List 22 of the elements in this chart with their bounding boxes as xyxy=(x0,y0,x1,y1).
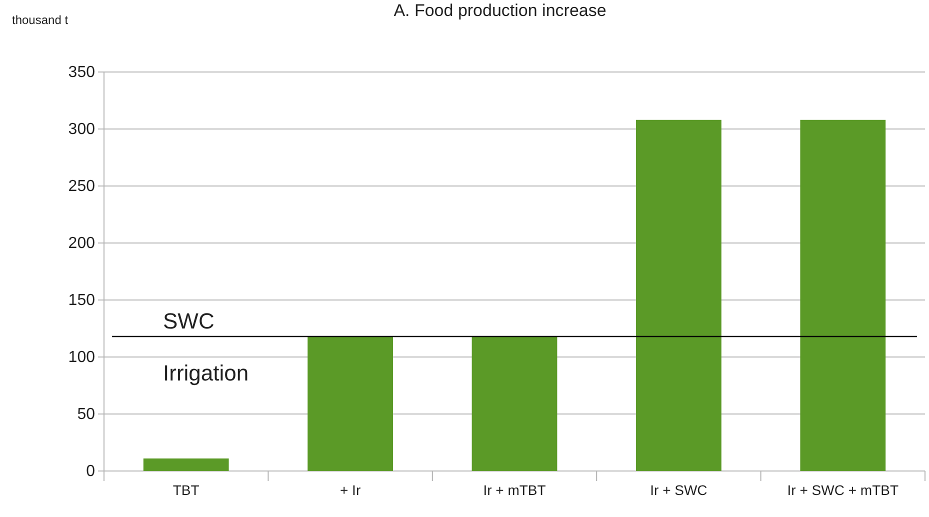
annotation: Irrigation xyxy=(163,360,249,386)
x-tick-label: TBT xyxy=(172,482,200,498)
bar xyxy=(143,458,229,471)
bar xyxy=(636,120,722,471)
y-tick-label: 150 xyxy=(68,292,96,310)
y-tick-label: 50 xyxy=(77,406,96,424)
y-tick-label: 300 xyxy=(68,121,96,138)
bar xyxy=(800,120,886,471)
x-tick-label: Ir + SWC xyxy=(650,482,708,498)
y-tick-label: 200 xyxy=(68,235,96,252)
bar xyxy=(472,336,558,471)
y-tick-label: 350 xyxy=(68,64,96,82)
annotation: SWC xyxy=(163,308,214,334)
bar xyxy=(308,336,393,471)
y-tick-label: 0 xyxy=(86,463,96,480)
x-tick-label: + Ir xyxy=(340,482,361,498)
chart-title: A. Food production increase xyxy=(394,1,606,20)
x-tick-label: Ir + mTBT xyxy=(483,482,546,498)
y-tick-label: 250 xyxy=(68,178,96,196)
y-tick-label: 100 xyxy=(68,349,96,366)
y-axis-title: thousand t xyxy=(12,13,69,27)
x-tick-label: Ir + SWC + mTBT xyxy=(787,482,899,498)
